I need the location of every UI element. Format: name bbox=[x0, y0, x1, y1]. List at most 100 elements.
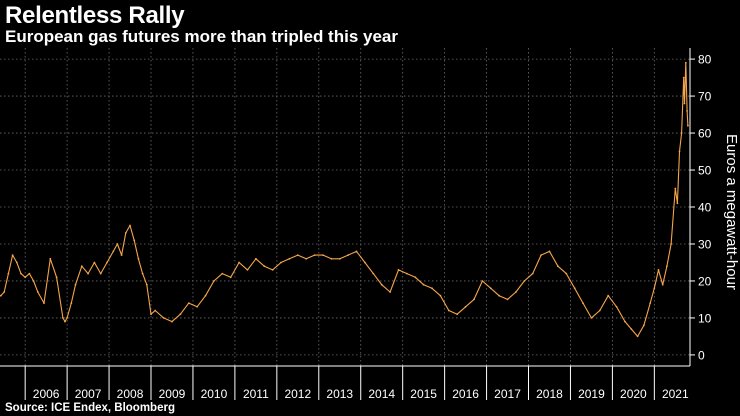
data-point bbox=[55, 276, 58, 279]
data-point bbox=[338, 257, 341, 260]
chart-subtitle: European gas futures more than tripled t… bbox=[5, 27, 398, 46]
data-point bbox=[515, 291, 517, 293]
x-tick-label: 2011 bbox=[243, 387, 269, 401]
data-point bbox=[263, 265, 266, 268]
data-point bbox=[406, 272, 408, 275]
x-tick-label: 2016 bbox=[452, 387, 479, 401]
data-point bbox=[137, 257, 140, 260]
data-point bbox=[481, 280, 484, 282]
y-tick-label: 20 bbox=[698, 274, 712, 288]
data-point bbox=[598, 309, 601, 312]
data-point bbox=[683, 102, 686, 105]
x-tick-label: 2020 bbox=[620, 387, 647, 401]
y-tick-label: 0 bbox=[698, 348, 705, 362]
data-point bbox=[506, 298, 509, 301]
data-point bbox=[162, 317, 165, 319]
source-note: Source: ICE Endex, Bloomberg bbox=[5, 402, 175, 414]
y-tick-label: 80 bbox=[698, 53, 712, 67]
data-point bbox=[255, 257, 257, 260]
data-point bbox=[49, 257, 52, 260]
data-point bbox=[548, 250, 551, 253]
data-point bbox=[64, 320, 66, 323]
data-point bbox=[540, 254, 542, 256]
data-point bbox=[271, 269, 274, 271]
data-point bbox=[670, 243, 672, 245]
data-point bbox=[607, 294, 610, 297]
data-point bbox=[179, 313, 182, 316]
data-point bbox=[414, 276, 417, 279]
x-tick-label: 2009 bbox=[159, 387, 186, 401]
data-point bbox=[636, 335, 639, 338]
data-point bbox=[288, 257, 291, 260]
data-point bbox=[62, 317, 64, 319]
data-point bbox=[66, 317, 68, 319]
data-point bbox=[355, 250, 358, 253]
data-point bbox=[93, 261, 96, 264]
chart-title: Relentless Rally bbox=[5, 2, 185, 29]
data-point bbox=[116, 243, 119, 245]
data-point bbox=[456, 313, 459, 316]
y-axis-label: Euros a megawatt-hour bbox=[723, 134, 740, 290]
data-point bbox=[74, 283, 77, 286]
data-point bbox=[557, 265, 559, 268]
data-point bbox=[643, 324, 645, 327]
data-point bbox=[36, 291, 39, 293]
data-point bbox=[447, 309, 450, 312]
data-point bbox=[389, 291, 391, 293]
axes bbox=[0, 48, 695, 400]
data-point bbox=[615, 305, 618, 308]
data-point bbox=[531, 272, 534, 275]
x-tick-label: 2015 bbox=[410, 387, 437, 401]
data-point bbox=[28, 272, 31, 275]
data-point bbox=[630, 328, 633, 330]
data-point bbox=[99, 272, 102, 275]
data-point bbox=[523, 280, 526, 282]
data-point bbox=[313, 254, 316, 256]
x-tick-label: 2012 bbox=[284, 387, 311, 401]
x-tick-label: 2018 bbox=[536, 387, 563, 401]
data-point bbox=[124, 232, 127, 234]
data-point bbox=[364, 261, 366, 264]
data-point bbox=[221, 272, 224, 275]
data-point bbox=[661, 283, 664, 286]
data-point bbox=[322, 254, 324, 256]
data-point bbox=[32, 280, 35, 282]
x-tick-label: 2010 bbox=[201, 387, 228, 401]
x-tick-label: 2013 bbox=[326, 387, 353, 401]
data-point bbox=[680, 132, 683, 134]
data-point bbox=[112, 250, 115, 253]
data-point bbox=[106, 261, 108, 264]
data-point bbox=[678, 150, 681, 153]
data-point bbox=[129, 224, 131, 227]
data-point bbox=[573, 287, 576, 290]
data-point bbox=[305, 257, 308, 260]
data-point bbox=[498, 294, 500, 297]
tick-labels: 0 10 20 30 40 50 60 70 80 2006 2007 2008 2009 2010 201… bbox=[33, 53, 712, 401]
data-point bbox=[15, 261, 18, 264]
x-tick-label: 2014 bbox=[368, 387, 395, 401]
data-point bbox=[150, 313, 152, 316]
data-point bbox=[565, 272, 568, 275]
data-point bbox=[439, 294, 442, 297]
data-point bbox=[687, 124, 689, 127]
data-point bbox=[154, 309, 157, 312]
x-tick-label: 2017 bbox=[494, 387, 521, 401]
data-point bbox=[213, 280, 215, 282]
data-point bbox=[7, 272, 10, 275]
data-point bbox=[3, 291, 6, 293]
data-point bbox=[489, 287, 492, 290]
data-point bbox=[657, 269, 660, 271]
data-point bbox=[682, 76, 685, 79]
y-tick-label: 50 bbox=[698, 164, 712, 178]
y-tick-label: 30 bbox=[698, 237, 712, 251]
data-point bbox=[686, 110, 688, 112]
x-tick-label: 2007 bbox=[75, 387, 102, 401]
data-point bbox=[171, 320, 173, 323]
data-point bbox=[464, 305, 467, 308]
data-point bbox=[653, 287, 656, 290]
data-point bbox=[280, 261, 282, 264]
y-tick-label: 60 bbox=[698, 127, 712, 141]
data-point bbox=[674, 187, 677, 190]
data-point bbox=[624, 320, 626, 323]
